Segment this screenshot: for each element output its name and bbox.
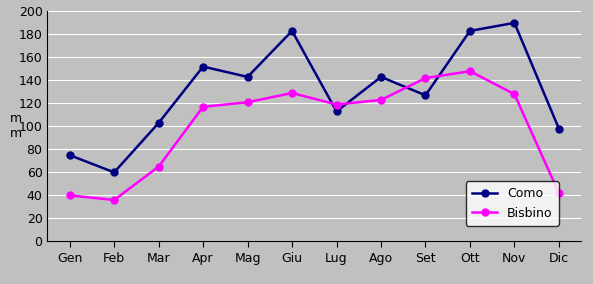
Bisbino [155,165,162,168]
Line: Como: Como [66,19,562,176]
Bisbino [110,198,117,202]
Como [511,21,518,25]
Bisbino [422,76,429,80]
Bisbino [555,191,562,195]
Bisbino [66,194,73,197]
Como [66,153,73,157]
Legend: Como, Bisbino: Como, Bisbino [466,181,559,226]
Bisbino [333,103,340,106]
Como [555,127,562,130]
Bisbino [244,101,251,104]
Y-axis label: m
m: m m [10,112,22,140]
Como [155,121,162,125]
Bisbino [199,105,207,108]
Bisbino [377,98,384,102]
Como [422,94,429,97]
Como [199,65,207,68]
Como [288,29,295,33]
Como [244,75,251,79]
Como [110,171,117,174]
Bisbino [511,93,518,96]
Bisbino [288,91,295,95]
Como [333,110,340,113]
Como [377,75,384,79]
Line: Bisbino: Bisbino [66,68,562,203]
Como [466,29,473,33]
Bisbino [466,70,473,73]
